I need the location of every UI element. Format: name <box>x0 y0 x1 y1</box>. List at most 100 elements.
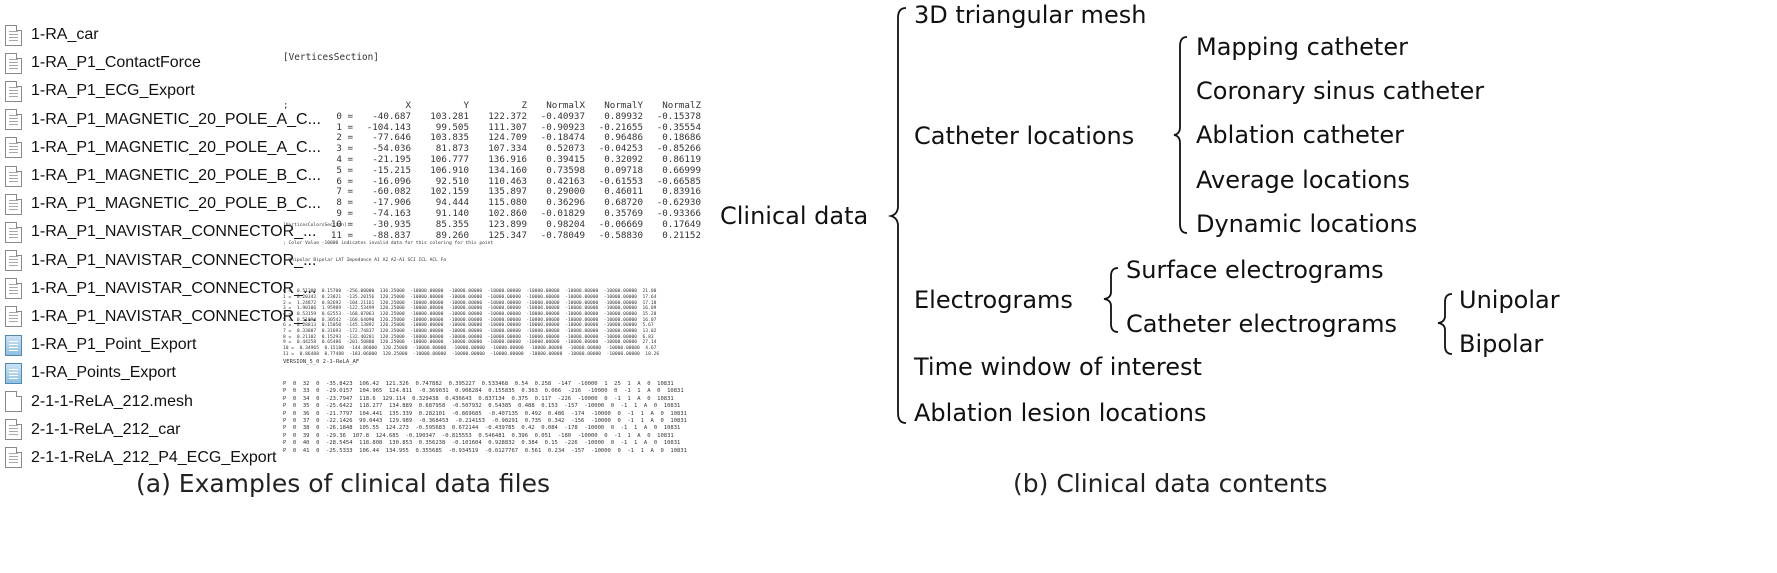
file-item[interactable]: 2-1-1-ReLA_212_car <box>0 416 310 444</box>
vertices-cell: 11 = <box>330 229 353 241</box>
vertices-section-panel: [VerticesSection] ; X Y Z NormalX NormalY Norm… <box>283 14 703 279</box>
vertices-colors-row: 6 = 0.28813 0.15050 -145.13892 120.25000… <box>283 323 654 329</box>
file-name: 1-RA_P1_MAGNETIC_20_POLE_A_C... <box>31 110 321 128</box>
vertices-table: ; X Y Z NormalX NormalY NormalZ 0 = -40.687 103.… <box>283 100 701 242</box>
file-name: 1-RA_P1_MAGNETIC_20_POLE_A_C... <box>31 138 321 156</box>
vertices-cell: -0.01829 <box>540 207 585 219</box>
file-item[interactable]: 1-RA_car <box>0 21 310 49</box>
vertices-colors-row: 5 = 0.51894 0.30542 -168.64090 120.25000… <box>283 317 657 323</box>
vertices-cell: -0.78049 <box>540 229 585 241</box>
tree-leaf-dynamic-locations: Dynamic locations <box>1196 210 1418 238</box>
vertices-table-header: ; X Y Z NormalX NormalY NormalZ <box>283 100 701 112</box>
file-item[interactable]: 1-RA_P1_MAGNETIC_20_POLE_A_C... <box>0 106 321 134</box>
vertices-cell: 94.444 <box>435 197 469 209</box>
vertices-cell: 103.281 <box>430 110 469 122</box>
text-file-icon <box>5 137 22 159</box>
vertices-cell: 124.709 <box>488 132 527 144</box>
points-row: P 0 38 0 -26.1848 105.55 124.273 -0.5956… <box>283 425 681 432</box>
file-item[interactable]: 1-RA_P1_NAVISTAR_CONNECTOR_... <box>0 247 316 275</box>
file-list: 1-RA_car 1-RA_P1_ContactForce 1-RA_P1_ECG_… <box>0 21 321 472</box>
brace-electrograms <box>1103 267 1119 333</box>
vertices-cell: 0.35769 <box>604 207 643 219</box>
vertices-colors-comment: ; Color Value -10000 indicates invalid d… <box>283 240 494 246</box>
points-panel: VERSION_5_0 2-1-ReLA_AF P 0 32 0 -35.842… <box>283 344 703 470</box>
brace-catheter-locations <box>1173 36 1188 234</box>
file-item[interactable]: 1-RA_P1_MAGNETIC_20_POLE_B_C... <box>0 190 321 218</box>
vertices-cell: 0.18686 <box>662 132 701 144</box>
vertices-column-header: NormalY <box>604 100 643 111</box>
text-file-icon <box>5 306 22 328</box>
vertices-row: 1 = -104.143 99.505 111.307 -0.90923 -0.21655… <box>283 121 701 134</box>
points-row: P 0 41 0 -25.5333 106.44 134.955 0.35568… <box>283 447 687 454</box>
file-name: 1-RA_Points_Export <box>31 364 176 382</box>
vertices-colors-row: 1 = 0.20342 0.23821 -135.20156 120.25000… <box>283 294 657 300</box>
vertices-cell: 0.39415 <box>546 153 585 165</box>
file-item[interactable]: 1-RA_P1_ECG_Export <box>0 77 310 105</box>
vertices-cell: -15.215 <box>372 164 411 176</box>
tree-root: Clinical data <box>720 202 869 230</box>
vertices-row: 0 = -40.687 103.281 122.372 -0.40937 0.89932 -… <box>283 110 701 123</box>
tree-leaf-mapping-catheter: Mapping catheter <box>1196 33 1408 61</box>
vertices-colors-row: 0 = 0.51300 0.15700 -256.00000 136.25000… <box>283 289 657 295</box>
text-file-icon <box>5 165 22 187</box>
tree-node-3d-mesh: 3D triangular mesh <box>914 1 1147 29</box>
vertices-cell: -0.62930 <box>656 197 701 209</box>
text-file-icon <box>5 221 22 243</box>
file-item[interactable]: 1-RA_P1_NAVISTAR_CONNECTOR_... <box>0 303 316 331</box>
vertices-cell: 89.260 <box>435 229 469 241</box>
file-item[interactable]: 1-RA_P1_NAVISTAR_CONNECTOR_... <box>0 275 316 303</box>
points-row: P 0 39 0 -29.36 107.8 124.685 -0.190347 … <box>283 432 674 439</box>
points-row: P 0 33 0 -29.0157 104.965 124.811 -0.369… <box>283 388 684 395</box>
tree-node-catheter-electrograms: Catheter electrograms <box>1126 310 1398 338</box>
vertices-column-header: NormalZ <box>662 100 701 111</box>
brace-catheter-electrograms <box>1437 293 1453 355</box>
vertices-row: 6 = -16.096 92.510 110.463 0.42163 -0.61553 -0… <box>283 176 701 188</box>
vertices-cell: -17.906 <box>372 197 411 209</box>
tree-leaf-surface-electrograms: Surface electrograms <box>1126 256 1384 284</box>
file-item[interactable]: 1-RA_P1_Point_Export <box>0 331 310 359</box>
file-name: 1-RA_car <box>31 26 99 44</box>
vertices-cell: -0.15378 <box>656 110 701 122</box>
vertices-cell: 10 = <box>330 218 353 230</box>
vertices-cell: 0.86119 <box>662 153 701 165</box>
file-name: 2-1-1-ReLA_212.mesh <box>31 392 193 410</box>
vertices-cell: 0.89932 <box>604 110 643 122</box>
file-item[interactable]: 2-1-1-ReLA_212_P4_ECG_Export <box>0 444 310 472</box>
vertices-row: 11 = -88.837 89.260 125.347 -0.78049 -0.58830… <box>283 229 701 242</box>
vertices-section-header: [VerticesSection] <box>283 52 379 63</box>
tree-leaf-coronary-sinus-catheter: Coronary sinus catheter <box>1196 77 1485 105</box>
vertices-cell: -0.21655 <box>598 121 643 133</box>
vertices-colors-header: [VerticesColorsSection] <box>283 223 347 229</box>
points-header: VERSION_5_0 2-1-ReLA_AF <box>283 358 360 365</box>
tree-leaf-ablation-catheter: Ablation catheter <box>1196 121 1404 149</box>
blank-file-icon <box>5 391 22 413</box>
text-file-icon <box>5 193 22 215</box>
vertices-row: 2 = -77.646 103.835 124.709 -0.18474 0.96486 0… <box>283 133 701 144</box>
caption-a: (a) Examples of clinical data files <box>136 469 550 498</box>
vertices-cell: -74.163 <box>372 207 411 219</box>
vertices-cell: 136.916 <box>488 153 527 165</box>
vertices-cell: 0.98204 <box>546 218 585 230</box>
vertices-cell: 0.96486 <box>604 132 643 144</box>
vertices-row: 9 = -74.163 91.140 102.860 -0.01829 0.35769 -0… <box>283 207 701 220</box>
file-item[interactable]: 1-RA_P1_ContactForce <box>0 49 310 77</box>
tree-node-time-window: Time window of interest <box>914 353 1202 381</box>
file-item[interactable]: 1-RA_P1_MAGNETIC_20_POLE_B_C... <box>0 162 321 190</box>
vertices-cell: 122.372 <box>488 110 527 122</box>
vertices-colors-columns: ; Unipolar Bipolar LAT Impedance A1 A2 A… <box>283 257 447 263</box>
vertices-cell: 0.73598 <box>546 164 585 176</box>
file-item[interactable]: 1-RA_Points_Export <box>0 359 310 387</box>
vertices-cell: 102.860 <box>488 207 527 219</box>
vertices-colors-row: 11 = 0.86488 0.77488 -183.06000 120.2500… <box>283 351 660 357</box>
vertices-column-header: Y <box>463 100 469 111</box>
file-item[interactable]: 2-1-1-ReLA_212.mesh <box>0 387 310 415</box>
vertices-cell: -0.06669 <box>598 218 643 230</box>
vertices-colors-row: 3 = 1.90106 1.95989 -122.53499 120.25000… <box>283 306 657 312</box>
vertices-cell: 4 = <box>336 153 353 165</box>
vertices-cell: -104.143 <box>366 121 411 133</box>
file-item[interactable]: 1-RA_P1_MAGNETIC_20_POLE_A_C... <box>0 134 321 162</box>
file-item[interactable]: 1-RA_P1_NAVISTAR_CONNECTOR_... <box>0 218 316 246</box>
vertices-colors-row: 2 = 1.24872 0.82692 -104.21161 120.25000… <box>283 300 657 306</box>
